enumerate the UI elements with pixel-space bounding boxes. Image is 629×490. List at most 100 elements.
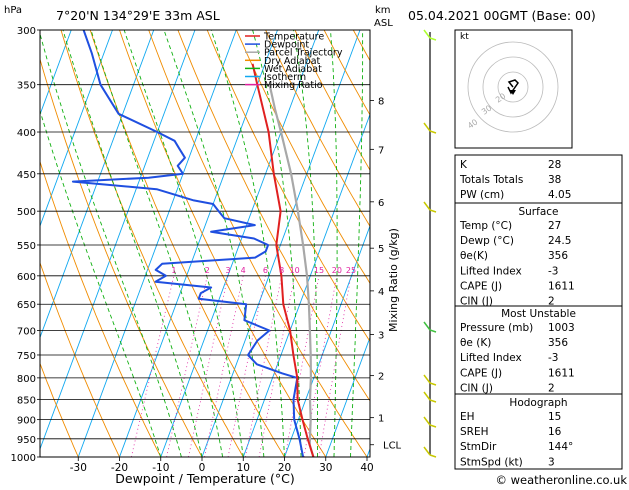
isotherm-line [40, 30, 72, 116]
copyright-footer: © weatheronline.co.uk [495, 473, 627, 486]
index-label: Lifted Index [460, 265, 522, 277]
height-tick-label: 7 [378, 145, 384, 156]
wind-barb [423, 391, 437, 403]
pressure-tick-label: 350 [17, 81, 36, 92]
mixing-ratio-label: 6 [263, 266, 268, 275]
wet-adiabat-line [293, 30, 318, 457]
hodograph-units: kt [460, 32, 469, 42]
height-tick-label: 5 [378, 244, 384, 255]
pressure-tick-label: 950 [17, 435, 36, 446]
section-title: Most Unstable [501, 308, 576, 320]
isotherm-line [77, 30, 237, 457]
isotherm-line [119, 30, 278, 457]
index-value: 3 [548, 456, 555, 468]
index-label: PW (cm) [460, 189, 504, 201]
wind-barb [423, 201, 437, 213]
pressure-tick-label: 850 [17, 395, 36, 406]
index-value: 2 [548, 382, 555, 394]
storm-motion-marker [510, 90, 516, 95]
mixing-ratio-label: 15 [314, 266, 324, 275]
legend-label: Mixing Ratio [264, 80, 323, 91]
index-value: 16 [548, 426, 562, 438]
hodograph: kt 20 30 40 [454, 29, 573, 149]
datetime-title: 05.04.2021 00GMT (Base: 00) [408, 8, 596, 23]
indices-table: K 28 Totals Totals 38 PW (cm) 4.05 Surface Temp… [454, 154, 623, 470]
plot-frame [39, 29, 371, 458]
pressure-tick-label: 650 [17, 300, 36, 311]
temperature-tick-label: 20 [278, 462, 291, 474]
index-value: -3 [548, 352, 558, 364]
pressure-tick-label: 300 [17, 26, 36, 37]
hodograph-ring-1 [497, 71, 529, 103]
wet-adiabat-line [210, 30, 285, 457]
index-value: 356 [548, 337, 568, 349]
height-tick-label: 6 [378, 198, 384, 209]
axes: 3003504004505005506006507007508008509009… [11, 26, 374, 474]
temperature-tick-label: -20 [111, 462, 128, 474]
mixing-ratio-axis-label: Mixing Ratio (g/kg) [387, 228, 400, 332]
indices-box-surface [454, 202, 623, 307]
temperature-tick-label: -30 [70, 462, 87, 474]
pressure-tick-label: 450 [17, 170, 36, 181]
mixing-ratio-label: 2 [205, 266, 210, 275]
index-label: CAPE (J) [460, 367, 502, 379]
index-value: 1611 [548, 280, 575, 292]
index-label: CAPE (J) [460, 280, 502, 292]
index-label: θe(K) [460, 250, 488, 262]
isotherm-line [40, 30, 196, 451]
index-label: EH [460, 411, 475, 423]
height-tick-label: 1 [378, 414, 384, 425]
index-value: 27 [548, 220, 561, 232]
height-tick-label: 3 [378, 331, 384, 342]
index-label: K [460, 159, 468, 171]
parcel-trajectory-profile [268, 84, 315, 457]
mixing-ratio-label: 3 [225, 266, 230, 275]
index-label: CIN (J) [460, 382, 493, 394]
dry-adiabat-line [294, 30, 370, 171]
pressure-tick-label: 500 [17, 207, 36, 218]
isotherm-line [242, 113, 370, 457]
index-label: θe (K) [460, 337, 491, 349]
pressure-tick-label: 750 [17, 351, 36, 362]
x-axis-label: Dewpoint / Temperature (°C) [115, 471, 294, 486]
temperature-tick-label: 40 [360, 462, 373, 474]
height-km-axis: 8 7 6 5 4 3 2 1 LCL [370, 97, 402, 452]
index-label: Temp (°C) [459, 220, 512, 232]
mixing-ratio-label: 10 [290, 266, 300, 275]
index-label: SREH [460, 426, 489, 438]
legend-label: Wet Adiabat [264, 64, 322, 75]
pressure-tick-label: 600 [17, 272, 36, 283]
km-label: km [375, 5, 391, 16]
isotherm-line [201, 30, 361, 457]
isotherm-line [160, 30, 320, 457]
mixing-ratio-label: 20 [332, 266, 342, 275]
section-title: Hodograph [509, 397, 567, 409]
wet-adiabat-line [350, 30, 364, 457]
indices-box-top [454, 154, 623, 204]
pressure-tick-label: 1000 [11, 453, 36, 464]
hodograph-ring-3 [467, 41, 559, 133]
wind-barb [423, 416, 437, 428]
indices-box-hodograph [454, 393, 623, 470]
index-value: 24.5 [548, 235, 571, 247]
mixing-ratio-label: 4 [241, 266, 246, 275]
wet-adiabat-line [330, 30, 338, 457]
wind-profile-column [423, 29, 437, 458]
dry-adiabat-line [265, 30, 370, 228]
mixing-ratio-labels: 1 2 3 4 6 8 10 15 20 25 [171, 266, 356, 275]
index-label: Pressure (mb) [460, 322, 533, 334]
index-value: 15 [548, 411, 561, 423]
hodograph-trace [507, 79, 519, 95]
legend-label: Dewpoint [264, 40, 309, 51]
pressure-tick-label: 900 [17, 416, 36, 427]
index-label: Dewp (°C) [460, 235, 514, 247]
location-title: 7°20'N 134°29'E 33m ASL [56, 8, 220, 23]
wind-barb [423, 446, 437, 458]
mixing-ratio-label: 8 [279, 266, 284, 275]
wind-barb [423, 29, 437, 41]
isotherm-line [40, 30, 113, 228]
wet-adiabat-line [252, 30, 302, 457]
hodograph-ring-2 [482, 56, 544, 118]
temperature-tick-label: 0 [199, 462, 206, 474]
